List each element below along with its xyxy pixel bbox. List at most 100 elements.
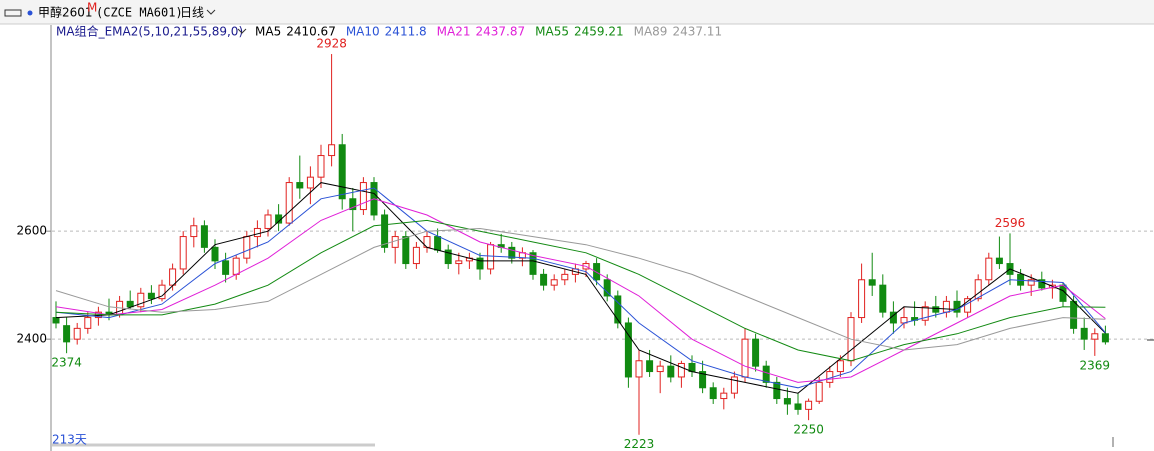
candle-body <box>593 263 601 281</box>
candle-body <box>232 257 240 275</box>
candle-body <box>455 260 463 265</box>
y-tick-label: 2600 <box>16 224 47 238</box>
ma-line <box>55 227 1106 351</box>
candle-body <box>317 155 325 178</box>
y-tick-label: 2400 <box>16 332 47 346</box>
candle-body <box>328 144 336 157</box>
indicator-arrow <box>237 28 247 34</box>
candle-body <box>1091 333 1099 340</box>
candle-body <box>359 182 367 211</box>
dropdown-arrow[interactable] <box>206 9 216 15</box>
ma-line <box>55 182 1106 394</box>
candle-body <box>677 362 685 378</box>
legend-name: MA10 <box>346 25 380 39</box>
legend-name: MA5 <box>255 25 281 39</box>
subtitle: (CZCE MA601) <box>96 6 183 20</box>
toolbar <box>0 0 1154 24</box>
candle-body <box>169 268 177 286</box>
legend-value: 2410.67 <box>286 25 336 39</box>
candle-body <box>211 246 219 262</box>
candle-body <box>836 360 844 373</box>
candle-body <box>730 376 738 394</box>
candle-body <box>762 365 770 383</box>
extreme-label: 2250 <box>793 423 824 437</box>
candle-body <box>243 236 251 259</box>
candle-body <box>540 273 548 286</box>
candle-body <box>964 298 972 313</box>
extreme-label: 2369 <box>1080 358 1111 372</box>
candle-body <box>550 279 558 286</box>
candle-body <box>974 279 982 300</box>
candle-body <box>73 327 81 340</box>
candle-body <box>52 317 60 324</box>
candle-body <box>444 249 452 265</box>
extreme-label: 2374 <box>51 356 82 370</box>
candle-body <box>84 317 92 329</box>
candle-body <box>338 144 346 200</box>
ma-line <box>55 198 1106 383</box>
candle-body <box>296 182 304 189</box>
extreme-label: 2596 <box>995 216 1026 230</box>
candle-body <box>63 325 71 343</box>
extreme-label: 2928 <box>316 37 347 51</box>
candle-body <box>1101 333 1109 343</box>
toggle-icon[interactable] <box>4 9 22 17</box>
candle-body <box>179 236 187 270</box>
candle-body <box>805 400 813 410</box>
candle-body <box>815 381 823 402</box>
candle-body <box>932 306 940 313</box>
candle-body <box>783 398 791 405</box>
candle-body <box>253 227 261 238</box>
candle-body <box>349 198 357 211</box>
candle-body <box>402 236 410 265</box>
legend-value: 2437.11 <box>672 25 722 39</box>
candle-body <box>752 338 760 367</box>
candle-body <box>126 300 134 308</box>
legend-name: MA89 <box>634 25 668 39</box>
title-sup: M <box>87 1 97 15</box>
ma-line <box>55 187 1106 389</box>
candle-body <box>942 300 950 313</box>
ma-line <box>55 219 1106 362</box>
chart-title: 甲醇2601 <box>38 5 93 20</box>
candle-body <box>476 257 484 270</box>
candle-body <box>222 260 230 275</box>
candle-body <box>264 214 272 229</box>
candle-body <box>709 387 717 400</box>
indicator-name: MA组合_EMA2(5,10,21,55,89,0) <box>56 24 243 39</box>
legend-value: 2459.21 <box>574 25 624 39</box>
candle-body <box>773 381 781 400</box>
candle-body <box>624 322 632 378</box>
candle-body <box>656 365 664 373</box>
bullet <box>27 10 33 16</box>
period[interactable]: 日线 <box>180 6 204 20</box>
candle-body <box>985 257 993 281</box>
candle-body <box>561 273 569 281</box>
candle-body <box>995 257 1003 265</box>
candle-body <box>868 279 876 286</box>
candle-body <box>1038 279 1046 289</box>
candle-body <box>879 284 887 313</box>
candle-body <box>381 214 389 248</box>
candle-body <box>614 295 622 324</box>
candle-body <box>434 236 442 251</box>
candle-body <box>200 225 208 248</box>
candle-body <box>412 246 420 265</box>
candle-body <box>635 360 643 378</box>
candle-body <box>487 244 495 270</box>
candle-body <box>646 360 654 373</box>
candle-body <box>1070 300 1078 329</box>
legend-name: MA21 <box>437 25 471 39</box>
candle-body <box>699 371 707 389</box>
candle-body <box>858 279 866 319</box>
candle-body <box>741 338 749 378</box>
candle-body <box>508 246 516 259</box>
legend-value: 2411.8 <box>385 25 427 39</box>
candle-body <box>794 403 802 410</box>
candle-body <box>1027 279 1035 286</box>
candle-body <box>190 225 198 238</box>
candle-body <box>529 252 537 275</box>
candle-body <box>137 292 145 308</box>
